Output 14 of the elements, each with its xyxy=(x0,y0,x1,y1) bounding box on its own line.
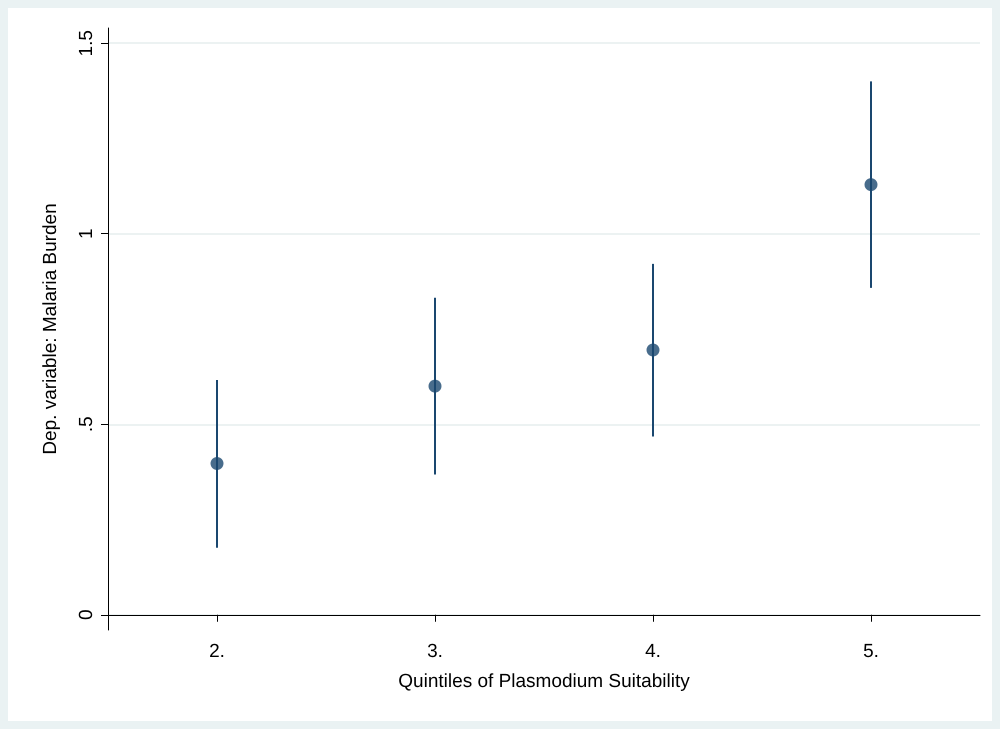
x-axis-title: Quintiles of Plasmodium Suitability xyxy=(398,671,690,692)
point xyxy=(210,457,224,470)
x-tick-label: 4. xyxy=(645,641,661,662)
y-axis-title: Dep. variable: Malaria Burden xyxy=(40,203,61,455)
y-tick-label: 1 xyxy=(76,228,97,240)
x-tick-label: 3. xyxy=(427,641,443,662)
x-tick-label: 2. xyxy=(209,641,225,662)
x-tick-label: 5. xyxy=(863,641,879,662)
y-tick-label: .5 xyxy=(76,416,97,432)
point xyxy=(646,343,660,356)
point xyxy=(428,380,442,393)
y-tick-label: 1.5 xyxy=(76,30,97,56)
y-tick-label: 0 xyxy=(76,609,97,620)
point xyxy=(864,178,878,192)
